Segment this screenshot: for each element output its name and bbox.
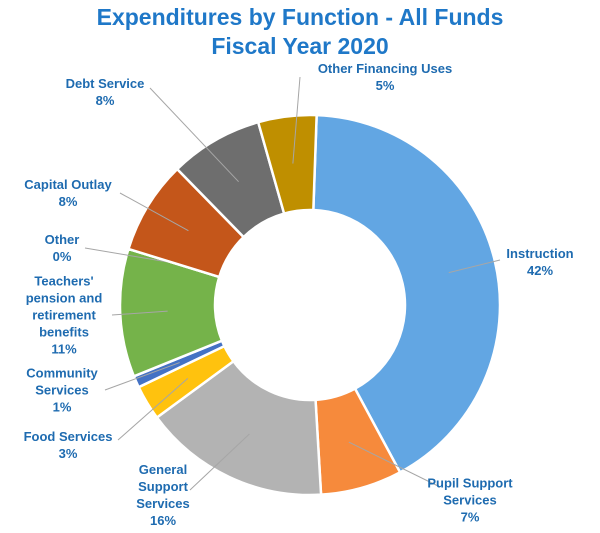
leader-line xyxy=(448,259,501,274)
value-label: 3% xyxy=(58,446,78,461)
value-label: 8% xyxy=(95,93,115,108)
value-label: 16% xyxy=(149,513,177,528)
donut-slice xyxy=(256,113,318,216)
category-label: Food Services xyxy=(23,429,113,444)
value-label: 1% xyxy=(52,399,72,415)
data-label: Teachers' pension and retirement benefit… xyxy=(12,273,117,358)
category-label: Debt Service xyxy=(65,76,145,91)
category-label: Teachers' pension and retirement benefit… xyxy=(25,273,103,340)
donut-slice xyxy=(155,359,323,497)
data-label: Pupil Support Services 7% xyxy=(415,475,525,526)
category-label: Capital Outlay xyxy=(24,177,112,192)
value-label: 11% xyxy=(51,341,77,357)
data-label: Community Services 1% xyxy=(12,365,112,416)
value-label: 7% xyxy=(460,509,480,525)
leader-line xyxy=(104,362,180,391)
leader-line xyxy=(111,310,168,316)
leader-line xyxy=(119,192,189,232)
data-label: Capital Outlay 8% xyxy=(13,176,123,210)
chart-subtitle: Fiscal Year 2020 xyxy=(211,33,389,59)
category-label: Other xyxy=(44,232,80,247)
category-label: Other Financing Uses xyxy=(317,61,453,76)
leader-line xyxy=(292,76,301,164)
value-label: 5% xyxy=(375,78,395,93)
leader-line xyxy=(117,377,189,441)
data-label: Instruction 42% xyxy=(500,245,580,279)
data-label: General Support Services 16% xyxy=(118,461,208,529)
data-label: Other 0% xyxy=(32,231,92,265)
category-label: Community Services xyxy=(26,365,98,398)
category-label: General Support Services xyxy=(136,462,190,511)
value-label: 42% xyxy=(526,263,554,278)
data-label: Debt Service 8% xyxy=(55,75,155,109)
category-label: Pupil Support Services xyxy=(427,475,513,508)
leader-line xyxy=(149,87,239,183)
value-label: 0% xyxy=(52,249,72,264)
data-label: Other Financing Uses 5% xyxy=(300,60,470,94)
category-label: Instruction xyxy=(506,246,574,261)
leader-line xyxy=(189,433,250,491)
data-label: Food Services 3% xyxy=(13,428,123,462)
chart-title: Expenditures by Function - All Funds xyxy=(96,4,504,30)
leader-line xyxy=(348,441,441,488)
donut-slice xyxy=(312,113,502,474)
value-label: 8% xyxy=(58,194,78,209)
leader-line xyxy=(84,247,174,264)
